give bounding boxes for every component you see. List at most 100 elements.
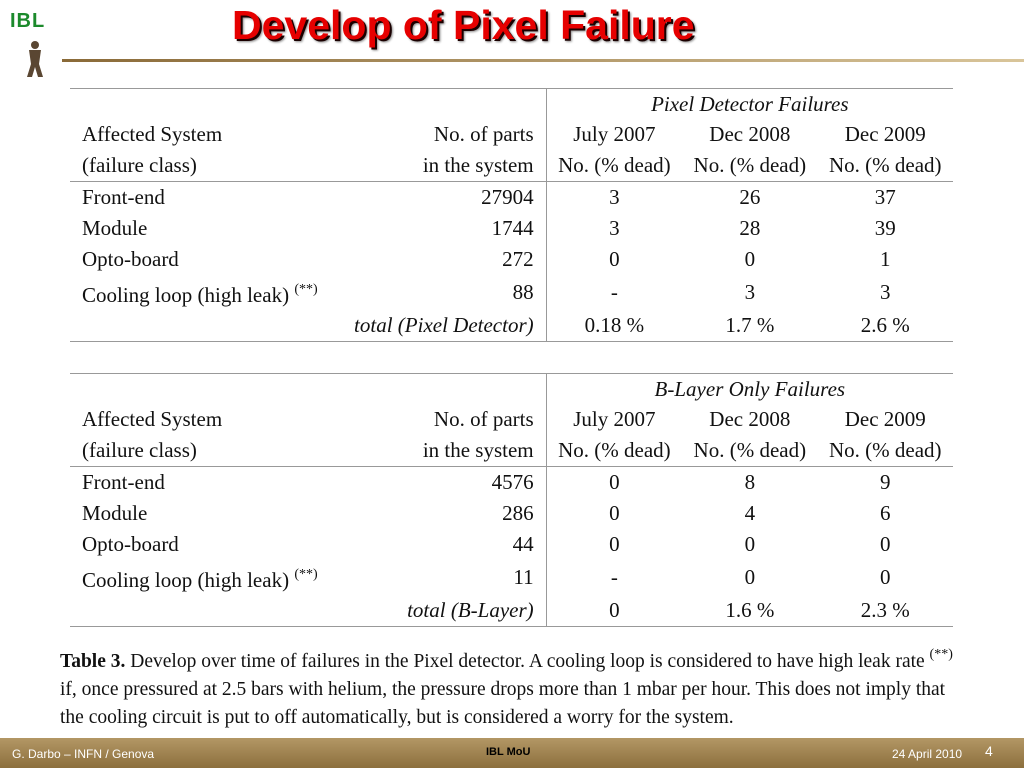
logo-text: IBL (10, 10, 46, 32)
total-cell: 2.6 % (817, 310, 953, 342)
header-cell: Affected System (82, 122, 223, 146)
table-cell: 3 (744, 280, 756, 304)
table-cell: 28 (739, 216, 761, 240)
page-title: Develop of Pixel Failure (232, 2, 695, 48)
table-cell: - (545, 560, 683, 595)
table-cell: 88 (512, 280, 534, 304)
table-cell: 3 (880, 280, 891, 304)
table-cell: 37 (874, 185, 896, 209)
table-cell: 4576 (491, 470, 534, 494)
table-row: Opto-board 272 0 0 1 (70, 244, 953, 275)
table-cell: Module (82, 216, 148, 240)
slide-footer: G. Darbo – INFN / Genova IBL MoU 24 Apri… (0, 738, 1024, 768)
table-cell: 1 (880, 247, 891, 271)
ibl-logo: IBL (6, 4, 64, 78)
header-cell: No. (% dead) (817, 150, 953, 182)
table-cell: 0 (744, 532, 756, 556)
table-cell: 27904 (481, 185, 534, 209)
caption-text: Develop over time of failures in the Pix… (125, 651, 930, 672)
table-row: Cooling loop (high leak) (**) 88 - 3 3 (70, 275, 953, 310)
table-cell: 0 (880, 532, 891, 556)
header-cell: (failure class) (70, 435, 326, 467)
header-cell: No. (% dead) (682, 435, 818, 467)
row-label: Cooling loop (high leak) (82, 283, 290, 307)
header-cell: Dec 2008 (709, 122, 791, 146)
header-cell: July 2007 (545, 404, 683, 435)
header-cell: in the system (325, 150, 547, 182)
total-label: total (Pixel Detector) (70, 310, 547, 342)
table-cell: 39 (874, 216, 896, 240)
table-caption: Table 3. Develop over time of failures i… (60, 641, 966, 732)
table-cell: Opto-board (82, 247, 179, 271)
header-cell: Affected System (82, 407, 223, 431)
row-label: Cooling loop (high leak) (82, 568, 290, 592)
table-cell: Opto-board (82, 532, 179, 556)
table-cell: Front-end (82, 185, 165, 209)
total-label: total (B-Layer) (70, 595, 547, 627)
total-row: total (B-Layer) 0 1.6 % 2.3 % (70, 595, 953, 627)
total-cell: 0 (545, 595, 683, 627)
table-cell: Cooling loop (high leak) (**) (70, 275, 326, 310)
table-cell: 0 (880, 565, 891, 589)
header-cell: Dec 2008 (709, 407, 791, 431)
footnote-mark: (**) (294, 282, 318, 297)
group-header: Pixel Detector Failures (545, 88, 953, 119)
table-cell: 1744 (491, 216, 534, 240)
header-cell: Dec 2009 (844, 407, 926, 431)
header-cell: July 2007 (545, 119, 683, 150)
table-cell: 4 (744, 501, 756, 525)
table-cell: 11 (513, 565, 534, 589)
total-cell: 1.7 % (682, 310, 818, 342)
total-cell: 0.18 % (545, 310, 683, 342)
table-cell: 8 (744, 470, 756, 494)
caption-footnote-mark: (**) (929, 647, 953, 662)
logo-figure-icon (27, 41, 43, 77)
header-cell: Dec 2009 (844, 122, 926, 146)
table-cell: 26 (739, 185, 761, 209)
table-row: Module 286 0 4 6 (70, 498, 953, 529)
table-cell: 0 (545, 498, 683, 529)
table-row: Module 1744 3 28 39 (70, 213, 953, 244)
table-cell: 0 (744, 247, 756, 271)
page-number: 4 (985, 743, 993, 759)
header-cell: No. (% dead) (545, 150, 683, 182)
table-cell: 3 (545, 181, 683, 213)
table-cell: 9 (880, 470, 891, 494)
table-cell: 0 (545, 466, 683, 498)
table-cell: 0 (545, 529, 683, 560)
table-cell: Front-end (82, 470, 165, 494)
table-cell: Cooling loop (high leak) (**) (70, 560, 326, 595)
b-layer-failures-table: B-Layer Only Failures Affected System No… (70, 373, 953, 627)
table-cell: 0 (545, 244, 683, 275)
table-row: Front-end 27904 3 26 37 (70, 181, 953, 213)
caption-text: if, once pressured at 2.5 bars with heli… (60, 679, 946, 728)
header-cell: No. of parts (433, 407, 534, 431)
table-cell: 3 (545, 213, 683, 244)
footer-date: 24 April 2010 (892, 747, 963, 761)
table-cell: 286 (502, 501, 534, 525)
header-cell: No. (% dead) (682, 150, 818, 182)
footer-author: G. Darbo – INFN / Genova (12, 747, 155, 761)
table-cell: 0 (744, 565, 756, 589)
table-cell: Module (82, 501, 148, 525)
header-cell: in the system (325, 435, 547, 467)
caption-label: Table 3. (60, 651, 126, 672)
table-row: Front-end 4576 0 8 9 (70, 466, 953, 498)
title-divider (62, 59, 1024, 62)
pixel-detector-failures-table: Pixel Detector Failures Affected System … (70, 88, 953, 342)
table-cell: 6 (880, 501, 891, 525)
table-cell: - (545, 275, 683, 310)
table-cell: 44 (512, 532, 534, 556)
group-header: B-Layer Only Failures (545, 373, 953, 404)
table-cell: 272 (502, 247, 534, 271)
table-row: Opto-board 44 0 0 0 (70, 529, 953, 560)
header-cell: (failure class) (70, 150, 326, 182)
header-cell: No. (% dead) (817, 435, 953, 467)
footer-title: IBL MoU (486, 746, 531, 758)
header-cell: No. of parts (433, 122, 534, 146)
total-cell: 2.3 % (817, 595, 953, 627)
header-cell: No. (% dead) (545, 435, 683, 467)
total-cell: 1.6 % (682, 595, 818, 627)
footnote-mark: (**) (294, 567, 318, 582)
total-row: total (Pixel Detector) 0.18 % 1.7 % 2.6 … (70, 310, 953, 342)
